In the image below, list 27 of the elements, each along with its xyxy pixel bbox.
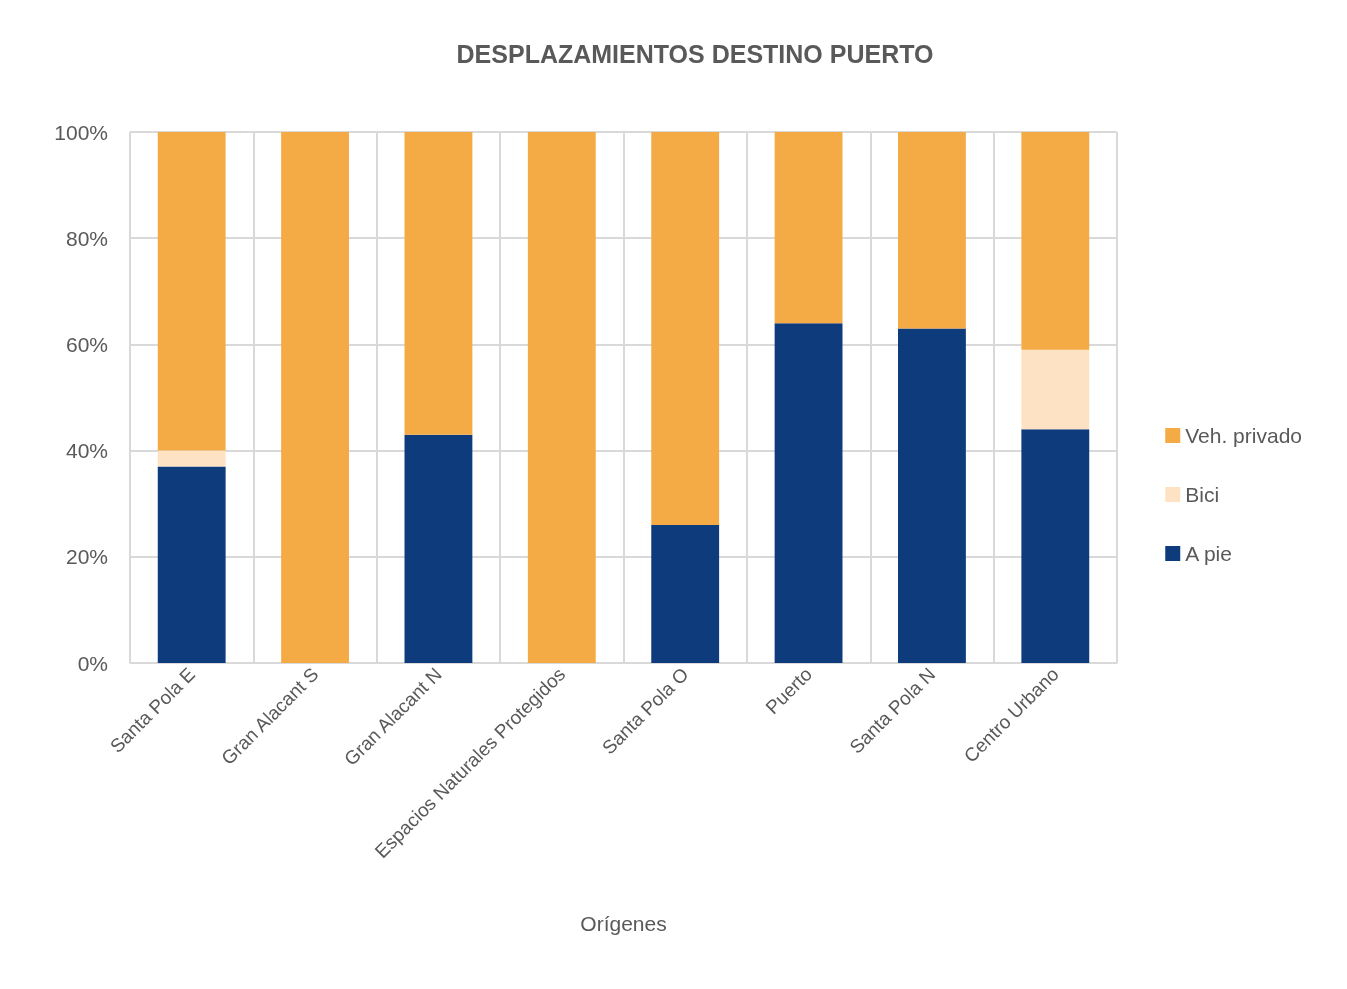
legend-label: Veh. privado: [1185, 424, 1303, 447]
x-axis-title: Orígenes: [580, 912, 667, 935]
bar: [1021, 429, 1090, 663]
bar: [774, 132, 843, 324]
bar: [404, 132, 473, 435]
y-tick-label: 0%: [77, 651, 108, 675]
legend-label: Bici: [1185, 483, 1220, 506]
legend-label: A pie: [1185, 542, 1232, 565]
y-tick-label: 20%: [65, 545, 108, 569]
y-tick-label: 40%: [65, 439, 108, 463]
bar: [157, 466, 226, 663]
bar: [157, 132, 226, 451]
bar: [281, 132, 349, 663]
bar: [527, 132, 596, 663]
bar: [898, 328, 966, 663]
bar: [404, 434, 473, 663]
y-tick-label: 100%: [54, 120, 108, 144]
bar: [157, 450, 226, 467]
bar: [651, 132, 720, 525]
chart-title: DESPLAZAMIENTOS DESTINO PUERTO: [456, 39, 934, 68]
bar: [1021, 132, 1090, 350]
bar: [651, 524, 720, 663]
y-tick-label: 60%: [65, 332, 108, 356]
bar: [774, 323, 843, 663]
bar: [898, 132, 966, 329]
bar: [1021, 349, 1090, 430]
y-tick-label: 80%: [65, 226, 108, 250]
